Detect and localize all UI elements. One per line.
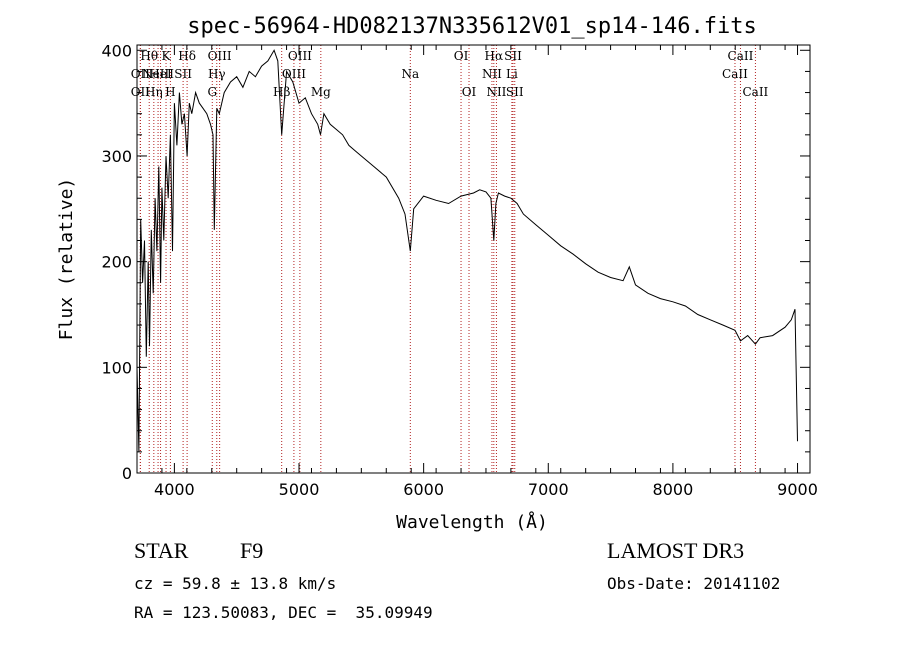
y-axis-label: Flux (relative) — [56, 178, 77, 341]
marker-label-7: H — [165, 85, 175, 99]
marker-label-0: OII — [131, 67, 151, 81]
marker-label-25: SII — [506, 85, 524, 99]
y-tick-label-1: 100 — [101, 358, 132, 377]
x-tick-label-0: 4000 — [154, 480, 195, 499]
marker-label-26: CaII — [722, 67, 748, 81]
spectral-line-markers — [139, 45, 756, 473]
marker-label-13: Hβ — [273, 85, 290, 99]
plot-frame — [136, 44, 811, 474]
redshift-value: cz = 59.8 ± 13.8 km/s — [134, 574, 337, 593]
y-tick-label-3: 300 — [101, 147, 132, 166]
survey-name: LAMOST DR3 — [607, 538, 745, 563]
x-tick-label-2: 6000 — [403, 480, 444, 499]
x-tick-label-3: 7000 — [528, 480, 569, 499]
marker-label-16: Mg — [311, 85, 331, 99]
object-subclass: F9 — [240, 538, 264, 563]
marker-label-17: Na — [401, 67, 419, 81]
x-tick-label-5: 9000 — [777, 480, 818, 499]
marker-label-28: CaII — [742, 85, 768, 99]
coordinates: RA = 123.50083, DEC = 35.09949 — [134, 603, 433, 622]
marker-label-3: Hη — [145, 85, 163, 99]
y-tick-label-2: 200 — [101, 253, 132, 272]
marker-label-5: HeI — [149, 67, 172, 81]
marker-label-14: OIII — [282, 67, 306, 81]
marker-label-21: Hα — [485, 49, 504, 63]
y-tick-label-4: 400 — [101, 41, 132, 60]
marker-label-8: SII — [174, 67, 192, 81]
y-axis-ticks: 0 100 200 300 400 — [101, 41, 810, 483]
marker-label-4: NeIII — [142, 67, 174, 81]
object-class: STAR — [134, 538, 189, 563]
marker-label-20: NII — [482, 67, 502, 81]
marker-label-1: OII — [131, 85, 151, 99]
x-axis-ticks: 4000 5000 6000 7000 8000 9000 — [136, 45, 818, 499]
marker-label-15: OIII — [288, 49, 312, 63]
x-tick-label-4: 8000 — [653, 480, 694, 499]
y-tick-label-0: 0 — [122, 464, 132, 483]
marker-label-18: OI — [454, 49, 469, 63]
marker-label-23: Li — [506, 67, 518, 81]
spectrum-line — [136, 49, 798, 452]
marker-label-27: CaII — [728, 49, 754, 63]
x-axis-label: Wavelength (Å) — [396, 511, 548, 533]
marker-label-24: SII — [504, 49, 522, 63]
marker-label-12: OIII — [208, 49, 232, 63]
observation-date: Obs-Date: 20141102 — [607, 574, 781, 593]
marker-label-22: NII — [486, 85, 506, 99]
x-tick-label-1: 5000 — [279, 480, 320, 499]
marker-label-10: G — [207, 85, 217, 99]
marker-label-19: OI — [462, 85, 477, 99]
marker-label-11: Hγ — [208, 67, 226, 81]
marker-label-6: K — [162, 49, 172, 63]
marker-label-2: Hθ — [140, 49, 158, 63]
marker-label-9: Hδ — [178, 49, 196, 63]
chart-title: spec-56964-HD082137N335612V01_sp14-146.f… — [187, 14, 757, 39]
